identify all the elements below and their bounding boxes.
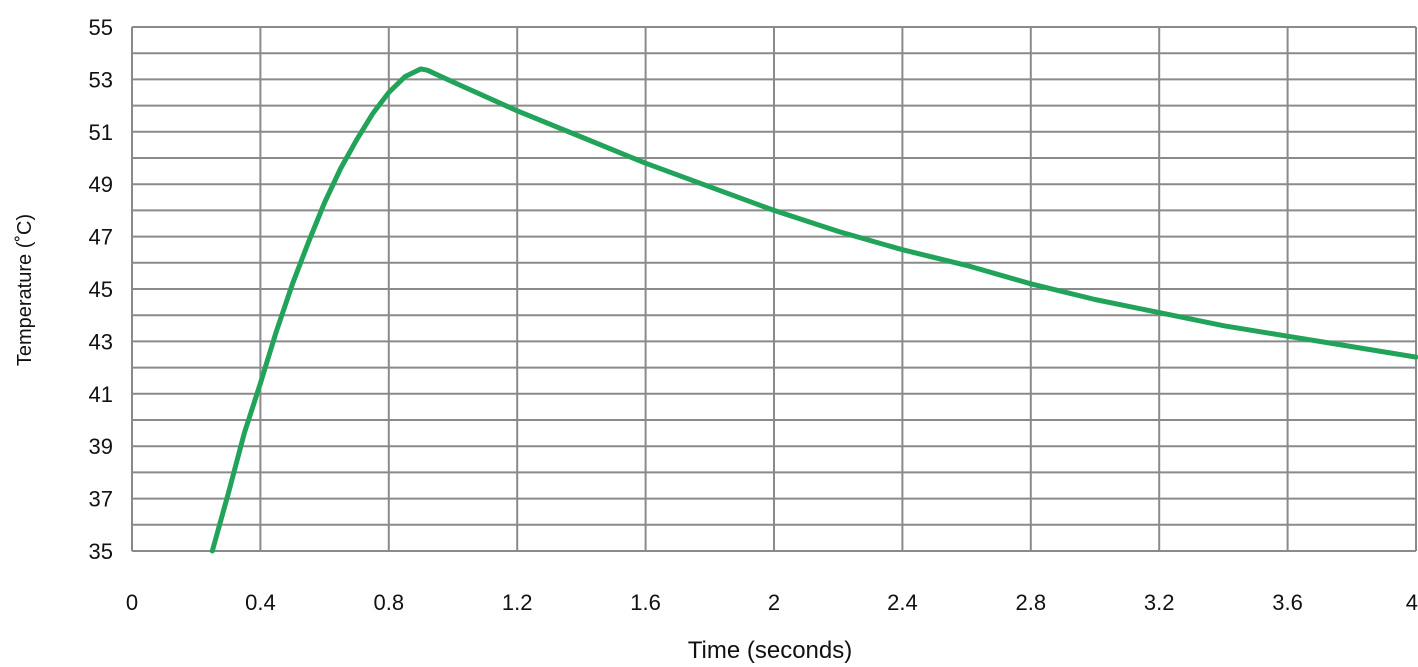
- y-tick-label: 47: [89, 225, 113, 250]
- y-tick-label: 51: [89, 120, 113, 145]
- y-tick-label: 53: [89, 67, 113, 92]
- x-tick-label: 0: [126, 590, 138, 615]
- x-axis-ticks: 0 0.4 0.8 1.2 1.6 2 2.4 2.8 3.2 3.6 4: [126, 590, 1418, 615]
- x-tick-label: 2.4: [887, 590, 918, 615]
- y-tick-label: 49: [89, 172, 113, 197]
- y-tick-label: 43: [89, 329, 113, 354]
- grid: [131, 26, 1417, 552]
- x-tick-label: 3.6: [1272, 590, 1303, 615]
- x-tick-label: 0.8: [374, 590, 405, 615]
- series-line-0: [209, 66, 1418, 554]
- y-tick-label: 45: [89, 277, 113, 302]
- y-tick-label: 39: [89, 434, 113, 459]
- y-tick-label: 41: [89, 382, 113, 407]
- y-axis-ticks: 35 37 39 41 43 45 47 49 51 53 55: [89, 15, 113, 564]
- x-tick-label: 1.2: [502, 590, 533, 615]
- x-tick-label: 1.6: [630, 590, 661, 615]
- x-tick-label: 2.8: [1016, 590, 1047, 615]
- x-tick-label: 3.2: [1144, 590, 1175, 615]
- x-tick-label: 4: [1406, 590, 1418, 615]
- y-tick-label: 55: [89, 15, 113, 40]
- y-tick-label: 37: [89, 487, 113, 512]
- x-axis-title: Time (seconds): [688, 637, 852, 664]
- x-tick-label: 0.4: [245, 590, 276, 615]
- y-tick-label: 35: [89, 539, 113, 564]
- series-layer: [209, 66, 1418, 554]
- x-tick-label: 2: [768, 590, 780, 615]
- y-axis-title: Temperature (˚C): [14, 214, 36, 366]
